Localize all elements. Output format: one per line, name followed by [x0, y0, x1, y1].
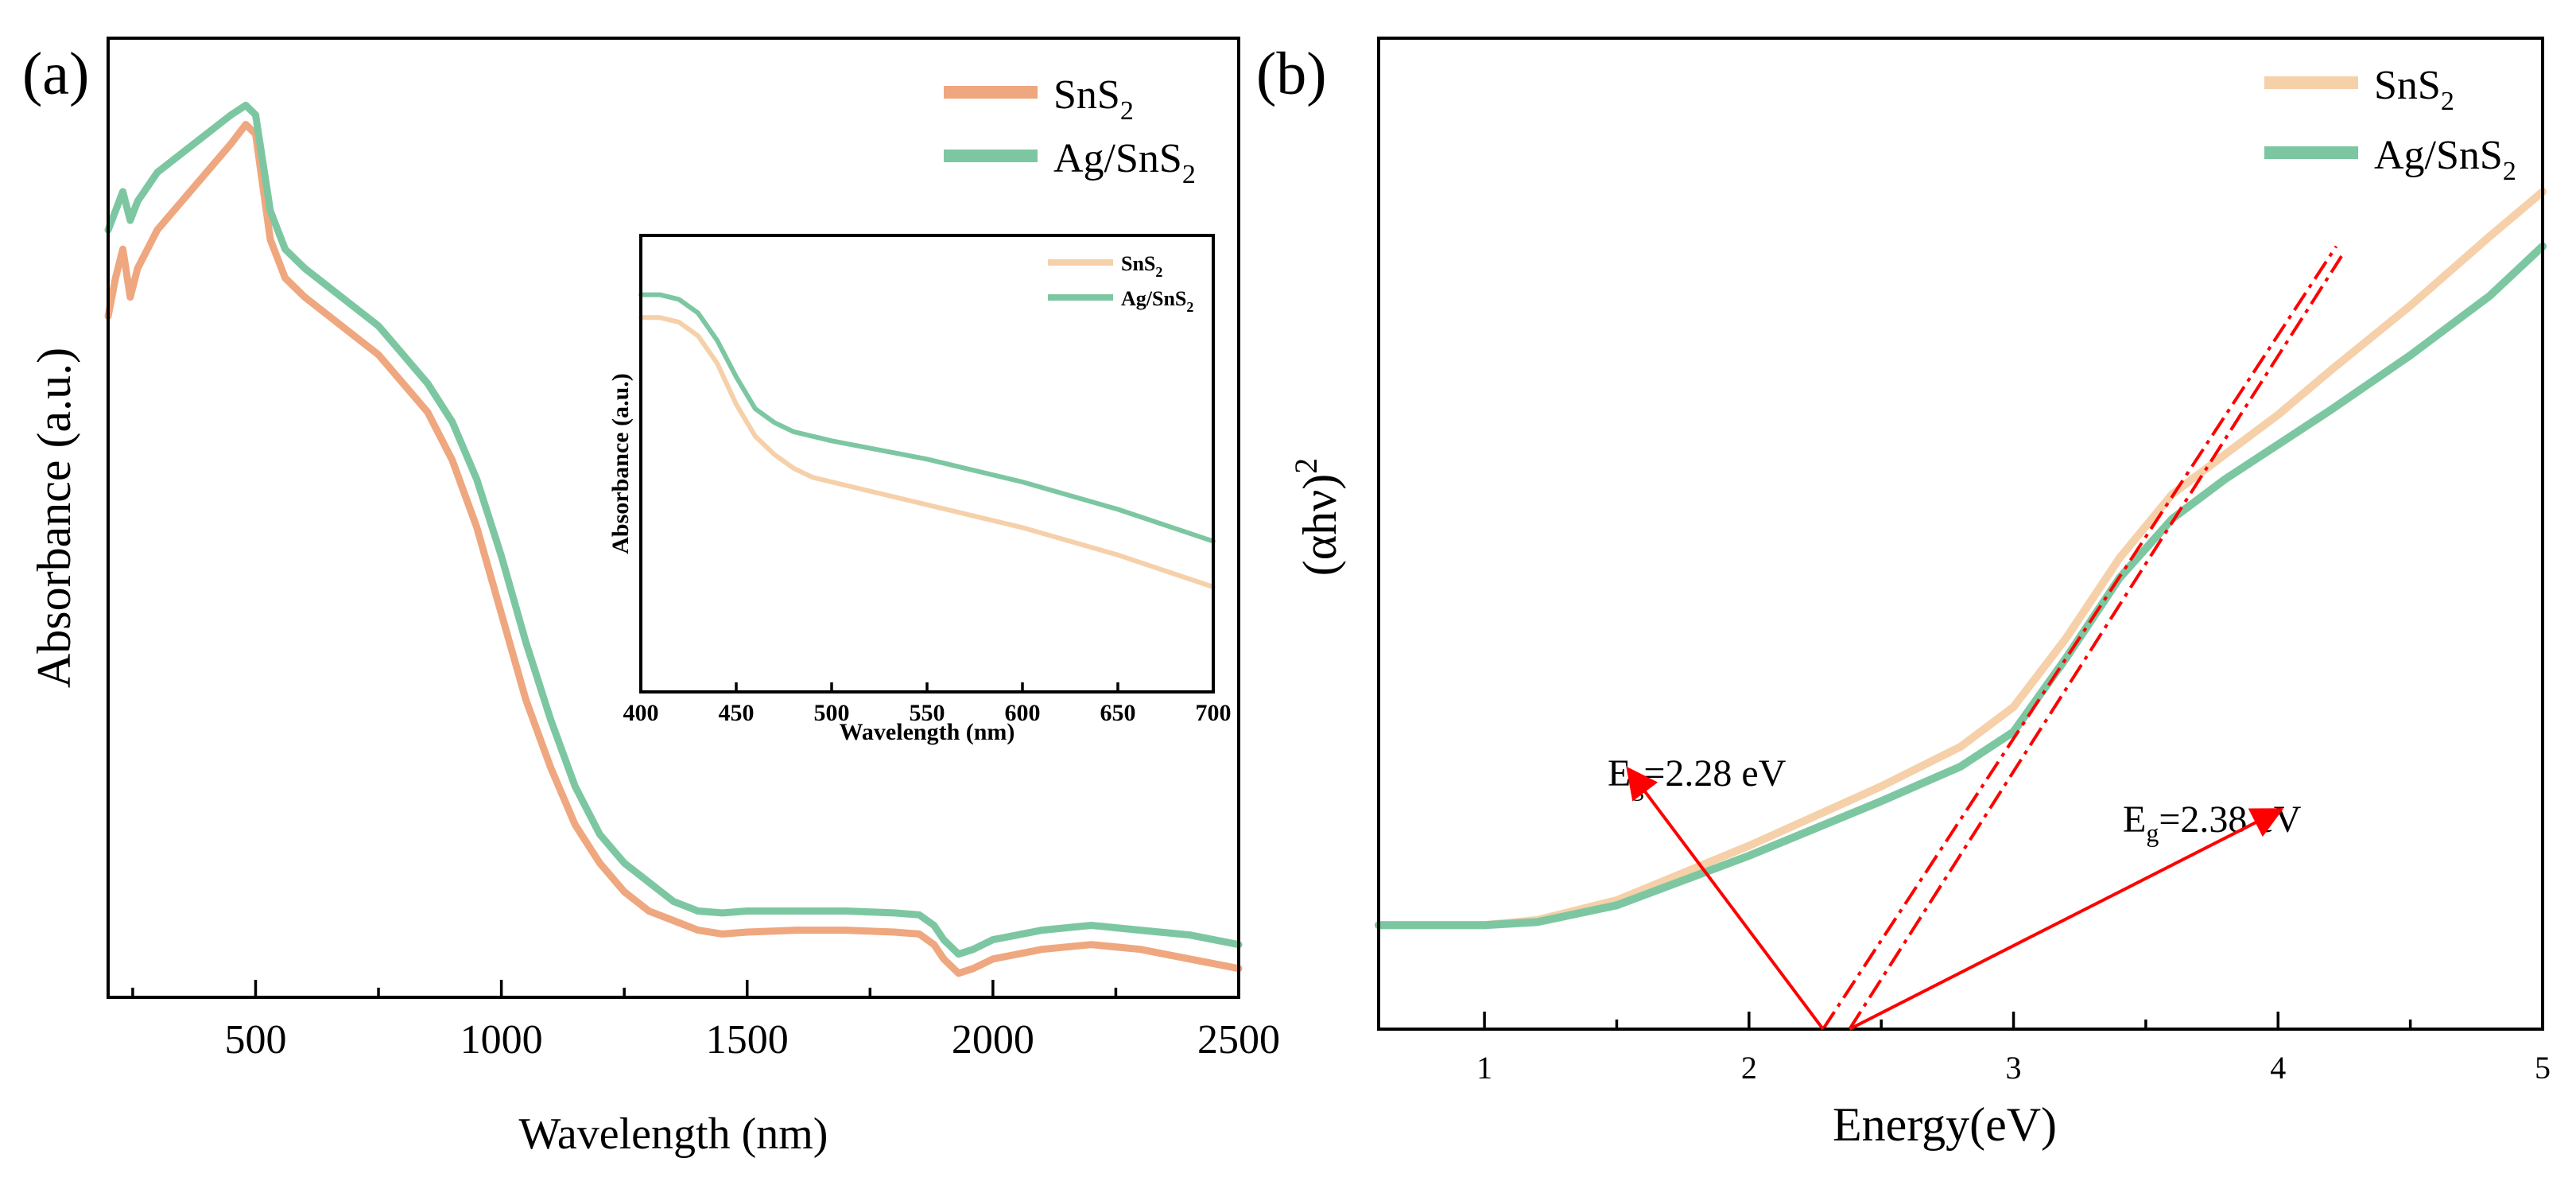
x-tick-label: 2000: [952, 1017, 1034, 1063]
panel-b-ylabel-sup: 2: [1288, 458, 1324, 474]
annotation-arrow-0: [1626, 766, 1825, 1031]
x-tick-label: 700: [1196, 700, 1232, 726]
x-tick-label: 600: [1005, 700, 1041, 726]
inset-series: [638, 292, 1216, 589]
inset-xlabel: Wavelength (nm): [840, 719, 1015, 745]
fit-line-0: [1821, 245, 2338, 1031]
annotation-eg-238-base: E: [2123, 798, 2146, 841]
panel-a-axes-box: [107, 37, 1240, 999]
x-tick-label: 2: [1741, 1050, 1757, 1086]
legend-label-agsns2-sub: 2: [1182, 160, 1196, 189]
panel-b-fit-lines: [1821, 245, 2343, 1031]
x-tick-label: 1000: [460, 1017, 543, 1063]
annotation-eg-238-sub: g: [2146, 818, 2159, 847]
inset-legend-agsns2-base: Ag/SnS: [1121, 287, 1186, 310]
annotation-arrow-1: [1849, 808, 2284, 1031]
x-tick-label: 5: [2535, 1050, 2551, 1086]
b-legend-label-agsns2: Ag/SnS2: [2374, 133, 2516, 186]
inset-legend: SnS2 Ag/SnS2: [1048, 252, 1193, 315]
legend-label-agsns2: Ag/SnS2: [1053, 136, 1196, 189]
panel-b-annotations: Eg=2.28 eV Eg=2.38 eV: [1608, 752, 2302, 1031]
annotation-eg-228-value: =2.28 eV: [1643, 752, 1786, 795]
panel-b-series: [1375, 188, 2547, 930]
panel-a-xlabel: Wavelength (nm): [519, 1109, 828, 1159]
panel-b-axes-box: [1377, 37, 2544, 1031]
b-legend-sns2-base: SnS: [2374, 63, 2441, 108]
x-tick-label: 1: [1476, 1050, 1492, 1086]
x-tick-label: 450: [719, 700, 755, 726]
panel-a-label: (a): [22, 41, 89, 107]
inset-legend-label-agsns2: Ag/SnS2: [1121, 287, 1193, 315]
x-tick-label: 650: [1100, 700, 1136, 726]
legend-label-sns2: SnS2: [1053, 72, 1134, 126]
b-legend-sns2-sub: 2: [2441, 87, 2454, 116]
b-legend-label-sns2: SnS2: [2374, 63, 2454, 116]
panel-a: (a) 500 1000 1500 2000 2500 Wavelength (nm) …: [22, 37, 1280, 1159]
b-legend-agsns2-base: Ag/SnS: [2374, 133, 2503, 178]
panel-a-ticks: 500 1000 1500 2000 2500: [131, 980, 1280, 1063]
series-line-ag-sns2: [1375, 242, 2547, 930]
panel-b-ticks: 1 2 3 4 5: [1476, 1012, 2551, 1086]
panel-a-inset: 400 450 500 550 600 650 700 Wavelength (nm) Ab…: [607, 234, 1232, 745]
panel-b-label: (b): [1256, 41, 1327, 107]
series-line-sns2: [104, 121, 1243, 977]
x-tick-label: 400: [623, 700, 659, 726]
x-tick-label: 3: [2006, 1050, 2022, 1086]
inset-legend-label-sns2: SnS2: [1121, 252, 1162, 280]
inset-ylabel: Absorbance (a.u.): [607, 373, 634, 554]
annotation-eg-238: Eg=2.38 eV: [2123, 798, 2302, 847]
b-legend-agsns2-sub: 2: [2503, 157, 2516, 186]
panel-b-xlabel: Energy(eV): [1833, 1098, 2057, 1151]
annotation-eg-228: Eg=2.28 eV: [1608, 752, 1787, 801]
x-tick-label: 2500: [1197, 1017, 1280, 1063]
panel-b-ylabel: (αhν)2: [1288, 458, 1346, 577]
inset-legend-sns2-base: SnS: [1121, 252, 1155, 275]
legend-label-sns2-base: SnS: [1053, 72, 1120, 118]
inset-ticks: 400 450 500 550 600 650 700: [623, 682, 1232, 726]
x-tick-label: 550: [910, 700, 945, 726]
x-tick-label: 4: [2270, 1050, 2286, 1086]
panel-a-legend: SnS2 Ag/SnS2: [944, 72, 1196, 189]
legend-label-sns2-sub: 2: [1120, 96, 1134, 126]
x-tick-label: 500: [814, 700, 850, 726]
series-line-ag-sns2: [104, 101, 1243, 958]
x-tick-label: 500: [224, 1017, 286, 1063]
x-tick-label: 1500: [706, 1017, 789, 1063]
series-line-sns2: [1375, 188, 2547, 930]
inset-legend-agsns2-sub: 2: [1186, 299, 1193, 315]
series-line-sns2: [638, 315, 1216, 589]
panel-b-legend: SnS2 Ag/SnS2: [2264, 63, 2516, 186]
legend-label-agsns2-base: Ag/SnS: [1053, 136, 1182, 181]
panel-a-ylabel: Absorbance (a.u.): [28, 348, 80, 688]
series-line-ag-sns2: [638, 292, 1216, 544]
annotation-eg-228-base: E: [1608, 752, 1631, 795]
panel-a-series: [104, 101, 1243, 977]
fit-line-1: [1848, 255, 2343, 1031]
inset-legend-sns2-sub: 2: [1155, 264, 1162, 280]
panel-b-ylabel-base: (αhν): [1294, 474, 1346, 577]
